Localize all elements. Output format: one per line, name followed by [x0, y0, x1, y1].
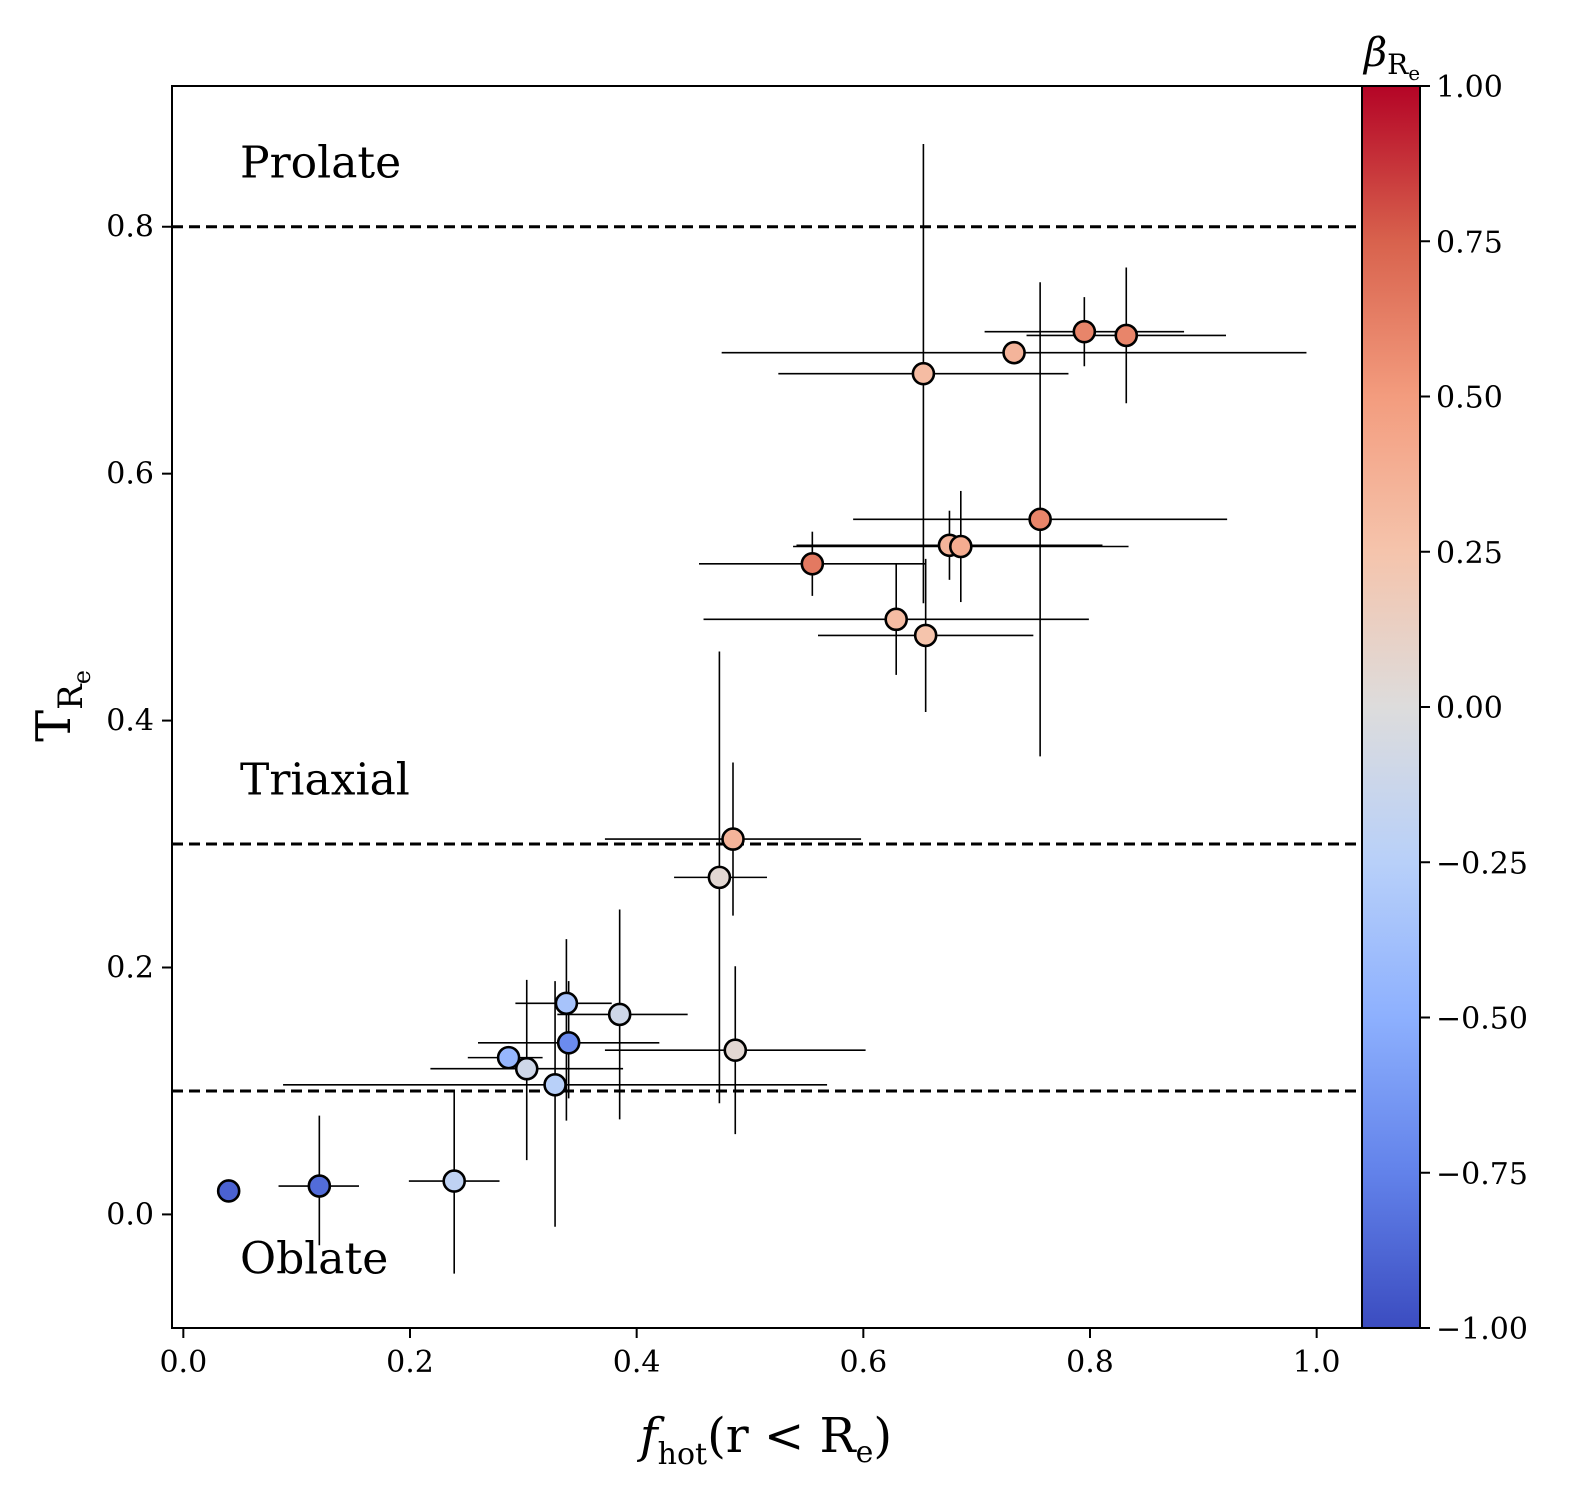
data-point	[913, 623, 938, 648]
data-point	[723, 1038, 748, 1063]
x-tick-label: 0.4	[613, 1345, 661, 1380]
colorbar-tick-label: −0.25	[1436, 846, 1528, 881]
y-axis-ticks: 0.0 0.2 0.4 0.6 0.8	[106, 210, 172, 1232]
data-point	[1114, 323, 1139, 348]
colorbar-tick-label: −0.50	[1436, 1002, 1528, 1037]
x-tick-label: 0.0	[159, 1345, 207, 1380]
data-point	[1002, 340, 1026, 365]
plot-frame	[171, 85, 1363, 1329]
x-tick-label: 0.6	[839, 1345, 887, 1380]
x-tick-label: 0.2	[386, 1345, 434, 1380]
data-point	[307, 1174, 332, 1198]
colorbar	[1361, 85, 1421, 1329]
data-point	[884, 607, 909, 632]
data-point	[707, 865, 732, 890]
colorbar-tick-label: 0.75	[1436, 225, 1503, 260]
region-label-triaxial: Triaxial	[240, 755, 410, 806]
y-tick-label: 0.0	[106, 1197, 154, 1232]
colorbar-tick-label: 1.00	[1436, 70, 1503, 105]
data-point	[800, 551, 825, 576]
data-point	[607, 1002, 632, 1027]
y-axis-label: TRe	[26, 670, 96, 742]
data-point	[554, 991, 579, 1016]
region-label-prolate: Prolate	[240, 137, 401, 188]
colorbar-title: βRe	[1362, 30, 1420, 85]
data-point	[1072, 319, 1097, 344]
x-axis-ticks: 0.0 0.2 0.4 0.6 0.8 1.0	[159, 1328, 1341, 1380]
region-labels: Prolate Triaxial Oblate	[240, 137, 410, 1284]
x-tick-label: 0.8	[1066, 1345, 1114, 1380]
error-bars	[278, 144, 1307, 1274]
x-axis-label: fhot(r < Re)	[637, 1408, 892, 1472]
y-tick-label: 0.2	[106, 950, 154, 985]
data-point	[216, 1179, 241, 1203]
scatter-points	[216, 319, 1139, 1203]
data-point	[911, 361, 936, 386]
data-point	[1028, 507, 1052, 532]
colorbar-tick-label: 0.50	[1436, 381, 1503, 416]
data-point	[442, 1169, 467, 1193]
y-tick-label: 0.4	[106, 704, 154, 739]
data-point	[948, 534, 973, 559]
y-tick-label: 0.6	[106, 457, 154, 492]
y-tick-label: 0.8	[106, 210, 154, 245]
colorbar-ticks: 1.00 0.75 0.50 0.25 0.00 −0.25 −0.50 −0.75 −1.00	[1420, 70, 1528, 1347]
data-point	[543, 1072, 567, 1097]
region-label-oblate: Oblate	[240, 1234, 388, 1285]
colorbar-tick-label: −1.00	[1436, 1312, 1528, 1347]
colorbar-tick-label: −0.75	[1436, 1157, 1528, 1192]
data-point	[721, 827, 745, 851]
data-point	[556, 1031, 581, 1055]
data-point	[496, 1045, 521, 1070]
colorbar-tick-label: 0.25	[1436, 536, 1503, 571]
data-point	[514, 1056, 539, 1081]
colorbar-tick-label: 0.00	[1436, 691, 1503, 726]
x-tick-label: 1.0	[1293, 1345, 1341, 1380]
reference-lines	[172, 225, 1362, 1093]
